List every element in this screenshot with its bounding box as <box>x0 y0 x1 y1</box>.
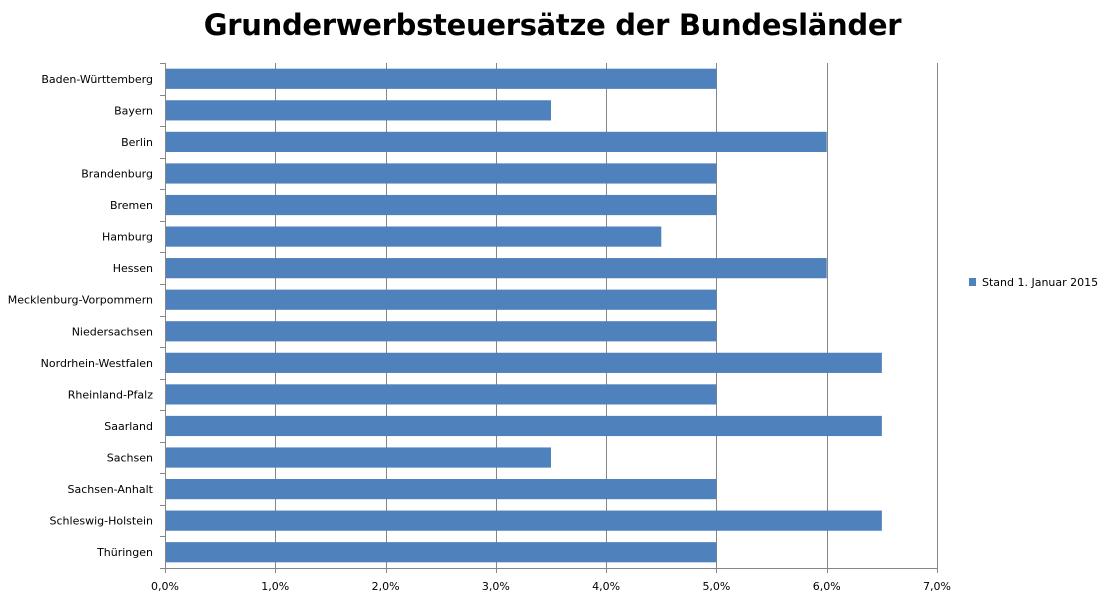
category-label-4: Bremen <box>110 199 153 212</box>
legend-label: Stand 1. Januar 2015 <box>982 276 1098 289</box>
category-label-11: Saarland <box>104 420 153 433</box>
category-label-5: Hamburg <box>102 231 153 244</box>
bar-10 <box>165 384 717 405</box>
bar-13 <box>165 478 717 500</box>
category-labels: Baden-Württemberg Bayern Berlin Brandenburg… <box>8 73 154 559</box>
x-tick-label-7: 7,0% <box>923 580 951 593</box>
bar-2 <box>165 131 827 153</box>
category-label-12: Sachsen <box>107 452 153 465</box>
bar-15 <box>165 542 717 563</box>
x-tick-label-5: 5,0% <box>702 580 730 593</box>
category-label-10: Rheinland-Pfalz <box>68 388 153 401</box>
legend-swatch <box>969 278 976 286</box>
category-label-8: Niedersachsen <box>72 325 153 338</box>
axes <box>160 63 938 573</box>
bars <box>165 68 882 563</box>
bar-14 <box>165 510 882 531</box>
bar-6 <box>165 258 827 279</box>
bar-4 <box>165 194 717 216</box>
x-tick-label-0: 0,0% <box>151 580 179 593</box>
category-label-14: Schleswig-Holstein <box>50 515 153 528</box>
chart-title: Grunderwerbsteuersätze der Bundesländer <box>203 8 902 42</box>
category-label-7: Mecklenburg-Vorpommern <box>8 294 153 307</box>
legend: Stand 1. Januar 2015 <box>969 276 1098 289</box>
category-label-15: Thüringen <box>96 546 153 559</box>
x-tick-label-2: 2,0% <box>372 580 400 593</box>
category-label-13: Sachsen-Anhalt <box>67 483 153 496</box>
category-label-1: Bayern <box>114 104 153 117</box>
category-label-9: Nordrhein-Westfalen <box>41 357 153 370</box>
x-tick-label-6: 6,0% <box>813 580 841 593</box>
category-label-2: Berlin <box>121 136 153 149</box>
bar-1 <box>165 100 551 121</box>
x-tick-label-3: 3,0% <box>482 580 510 593</box>
bar-8 <box>165 321 717 342</box>
bar-12 <box>165 447 551 468</box>
category-label-3: Brandenburg <box>81 167 153 180</box>
bar-9 <box>165 352 882 373</box>
bar-11 <box>165 415 882 437</box>
bar-7 <box>165 289 717 310</box>
x-tick-label-1: 1,0% <box>261 580 289 593</box>
x-tick-label-4: 4,0% <box>592 580 620 593</box>
bar-3 <box>165 163 717 184</box>
category-label-0: Baden-Württemberg <box>41 73 153 86</box>
category-label-6: Hessen <box>113 262 153 275</box>
tick-labels: 0,0% 1,0% 2,0% 3,0% 4,0% 5,0% 6,0% 7,0% <box>151 580 951 593</box>
bar-0 <box>165 68 717 89</box>
bar-5 <box>165 226 662 247</box>
